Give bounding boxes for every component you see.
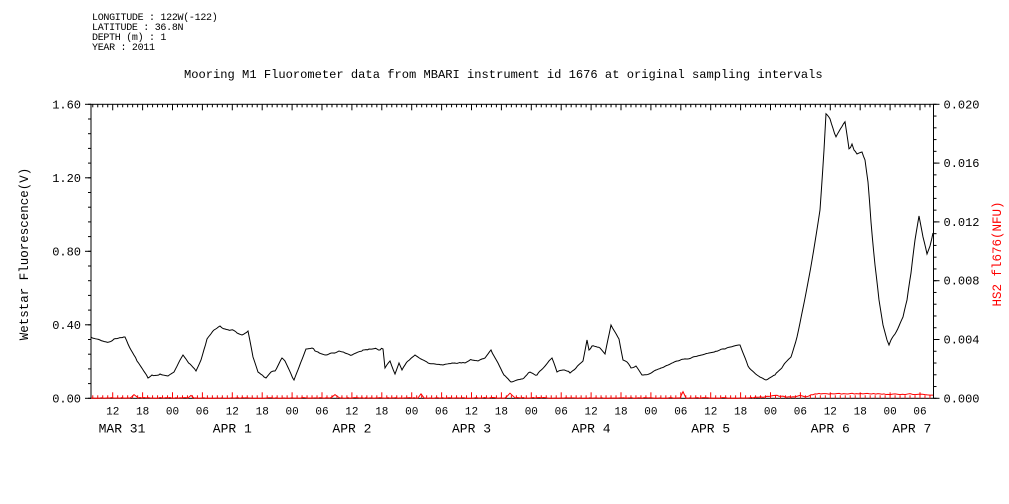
svg-text:18: 18 (256, 406, 269, 418)
svg-text:APR 1: APR 1 (213, 421, 252, 436)
svg-text:12: 12 (824, 406, 837, 418)
svg-text:18: 18 (375, 406, 388, 418)
svg-text:00: 00 (525, 406, 538, 418)
svg-text:00: 00 (764, 406, 777, 418)
svg-text:MAR 31: MAR 31 (99, 421, 146, 436)
svg-text:12: 12 (704, 406, 717, 418)
svg-text:00: 00 (644, 406, 657, 418)
svg-text:06: 06 (315, 406, 328, 418)
svg-text:18: 18 (854, 406, 867, 418)
svg-text:00: 00 (166, 406, 179, 418)
svg-text:06: 06 (794, 406, 807, 418)
svg-text:0.004: 0.004 (944, 334, 980, 348)
svg-text:06: 06 (196, 406, 209, 418)
svg-text:0.80: 0.80 (52, 245, 81, 259)
svg-text:APR 2: APR 2 (332, 421, 371, 436)
svg-text:12: 12 (226, 406, 239, 418)
svg-text:12: 12 (345, 406, 358, 418)
svg-text:0.000: 0.000 (944, 392, 980, 406)
svg-text:APR 3: APR 3 (452, 421, 491, 436)
svg-text:APR 7: APR 7 (892, 421, 931, 436)
svg-text:06: 06 (674, 406, 687, 418)
svg-text:12: 12 (106, 406, 119, 418)
svg-text:18: 18 (495, 406, 508, 418)
svg-text:18: 18 (136, 406, 149, 418)
svg-text:0.40: 0.40 (52, 319, 81, 333)
svg-text:APR 6: APR 6 (811, 421, 850, 436)
svg-text:0.012: 0.012 (944, 216, 980, 230)
svg-text:1.60: 1.60 (52, 98, 81, 112)
svg-text:1.20: 1.20 (52, 172, 81, 186)
svg-text:12: 12 (584, 406, 597, 418)
svg-text:0.00: 0.00 (52, 392, 81, 406)
svg-text:0.008: 0.008 (944, 275, 980, 289)
svg-text:06: 06 (435, 406, 448, 418)
svg-text:APR 5: APR 5 (691, 421, 730, 436)
svg-text:0.016: 0.016 (944, 157, 980, 171)
svg-text:12: 12 (465, 406, 478, 418)
svg-text:18: 18 (614, 406, 627, 418)
svg-text:06: 06 (555, 406, 568, 418)
svg-text:00: 00 (405, 406, 418, 418)
svg-text:00: 00 (285, 406, 298, 418)
svg-text:APR 4: APR 4 (572, 421, 611, 436)
svg-text:18: 18 (734, 406, 747, 418)
svg-text:0.020: 0.020 (944, 98, 980, 112)
svg-text:00: 00 (883, 406, 896, 418)
svg-text:06: 06 (913, 406, 926, 418)
